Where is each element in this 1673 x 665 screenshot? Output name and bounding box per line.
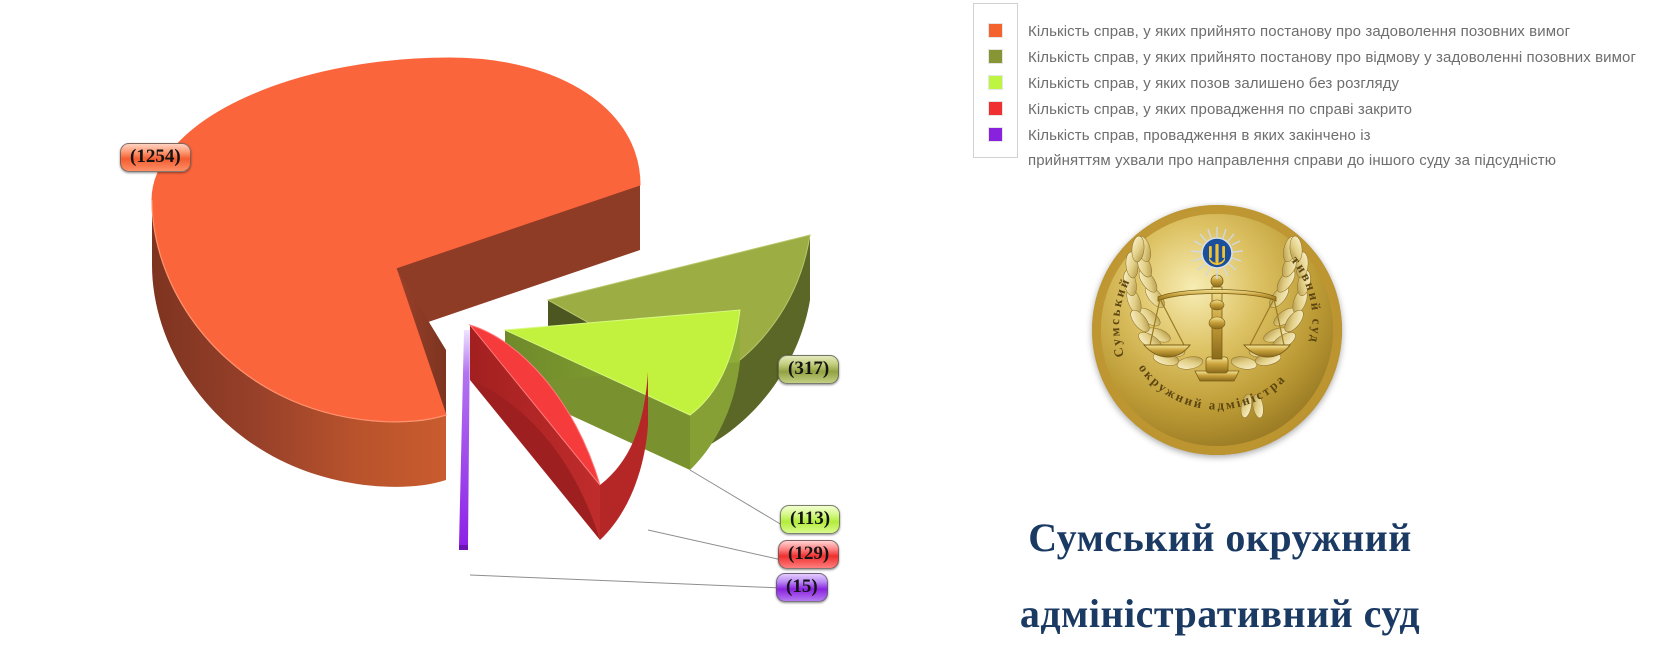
pie-slice-red xyxy=(468,324,648,540)
legend-label-column: Кількість справ, у яких прийнято постано… xyxy=(1028,18,1658,172)
label-leader-lines xyxy=(469,469,783,589)
court-title-line-2: адміністративний суд xyxy=(1019,591,1421,636)
pie-label-yellow-green: (113) xyxy=(780,505,841,534)
legend-swatch-orange xyxy=(988,23,1003,38)
legend-swatch-red xyxy=(988,101,1003,116)
emblem-artwork: окружний адміністра Сумський тивний суд xyxy=(1107,227,1322,419)
legend-item-0-label: Кількість справ, у яких прийнято постано… xyxy=(1028,22,1571,40)
pie-label-orange: (1254) xyxy=(120,143,191,172)
legend-item-2: Кількість справ, у яких позов залишено б… xyxy=(1028,70,1658,96)
svg-text:Сумський: Сумський xyxy=(1107,274,1133,359)
legend-swatch-column xyxy=(973,3,1018,158)
pie-slice-orange xyxy=(151,57,641,487)
pie-label-purple: (15) xyxy=(776,573,828,602)
legend-item-4: Кількість справ, провадження в яких закі… xyxy=(1028,122,1658,148)
legend-item-1: Кількість справ, у яких прийнято постано… xyxy=(1028,44,1658,70)
ukrainian-trident-icon xyxy=(1190,227,1244,279)
legend-swatch-purple xyxy=(988,127,1003,142)
legend-item-1-label: Кількість справ, у яких прийнято постано… xyxy=(1028,48,1637,66)
legend-item-0: Кількість справ, у яких прийнято постано… xyxy=(1028,18,1658,44)
pie-chart: (1254) (317) (113) (129) (15) xyxy=(120,57,841,602)
legend-item-4-label: Кількість справ, провадження в яких закі… xyxy=(1028,126,1371,144)
legend-item-4-continued: прийняттям ухвали про направлення справи… xyxy=(1028,148,1658,172)
pie-chart-svg xyxy=(151,57,811,589)
legend-item-4-wrapped-label: прийняттям ухвали про направлення справи… xyxy=(1028,151,1557,169)
emblem-outer-ring: окружний адміністра Сумський тивний суд xyxy=(1092,205,1342,455)
legend-item-3-label: Кількість справ, у яких провадження по с… xyxy=(1028,100,1413,118)
legend-item-2-label: Кількість справ, у яких позов залишено б… xyxy=(1028,74,1400,92)
legend-item-3: Кількість справ, у яких провадження по с… xyxy=(1028,96,1658,122)
court-title: Сумський окружний адміністративний суд xyxy=(980,500,1460,652)
pie-slice-purple xyxy=(459,330,470,550)
legend-swatch-yellow-green xyxy=(988,75,1003,90)
court-title-line-1: Сумський окружний xyxy=(1028,515,1412,560)
legend-swatch-olive xyxy=(988,49,1003,64)
court-emblem: окружний адміністра Сумський тивний суд xyxy=(1092,205,1342,455)
scales-of-justice-icon xyxy=(1143,274,1291,382)
pie-label-olive: (317) xyxy=(778,355,840,384)
pie-label-red: (129) xyxy=(778,540,840,569)
